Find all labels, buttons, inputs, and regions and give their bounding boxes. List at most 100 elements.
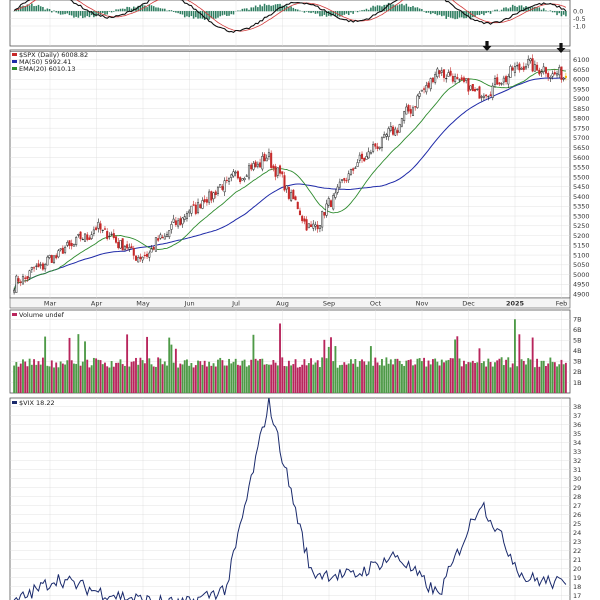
macd-hist-bar: [308, 11, 310, 13]
macd-hist-bar: [137, 5, 139, 12]
macd-hist-bar: [42, 6, 44, 12]
vix-tick-label: 17: [573, 592, 581, 600]
macd-hist-bar: [434, 11, 436, 15]
volume-bar: [15, 362, 18, 393]
candle-body: [212, 192, 215, 200]
candle-body: [152, 246, 155, 250]
candle-body: [161, 237, 164, 239]
macd-hist-bar: [412, 5, 414, 12]
volume-bar: [272, 360, 275, 393]
candle-body: [549, 76, 552, 79]
volume-bar: [443, 362, 445, 393]
price-tick-label: 5150: [573, 242, 590, 250]
volume-bar: [26, 366, 29, 393]
macd-hist-bar: [104, 11, 106, 15]
macd-hist-bar: [565, 11, 567, 17]
volume-bar: [48, 366, 51, 393]
macd-hist-bar: [239, 10, 241, 12]
macd-hist-bar: [226, 11, 228, 16]
candle-body: [276, 167, 279, 176]
macd-hist-bar: [416, 7, 419, 12]
volume-bar: [186, 359, 188, 393]
macd-hist-bar: [77, 11, 80, 18]
volume-bar: [551, 361, 554, 393]
price-tick-label: 5700: [573, 134, 590, 142]
macd-hist-bar: [536, 7, 538, 12]
candle-body: [360, 153, 364, 159]
volume-bar: [274, 362, 277, 393]
candle-body: [97, 221, 100, 229]
vix-tick-label: 37: [573, 412, 581, 420]
candle-body: [214, 191, 217, 196]
volume-bar: [440, 359, 443, 393]
volume-bar: [299, 366, 301, 393]
macd-hist-bar: [542, 8, 545, 12]
volume-bar: [168, 337, 171, 393]
candle-body: [150, 248, 153, 253]
macd-hist-bar: [68, 11, 71, 16]
volume-bar: [509, 367, 512, 393]
volume-bar: [540, 360, 543, 393]
volume-bar: [228, 358, 230, 393]
candle-body: [90, 234, 93, 239]
candle-body: [332, 195, 335, 210]
candle-body: [409, 109, 412, 114]
volume-bar: [480, 362, 483, 393]
vix-tick-label: 29: [573, 484, 581, 492]
volume-bar: [81, 361, 84, 393]
volume-bar: [121, 364, 124, 393]
macd-hist-bar: [496, 9, 498, 12]
candle-body: [445, 78, 448, 80]
candle-body: [296, 201, 299, 210]
volume-bar: [403, 365, 406, 393]
macd-hist-bar: [403, 5, 405, 12]
volume-bar: [389, 359, 392, 393]
candle-body: [46, 256, 49, 266]
candle-body: [383, 134, 386, 139]
candle-body: [134, 255, 138, 261]
macd-hist-bar: [121, 8, 124, 12]
macd-hist-bar: [418, 8, 421, 12]
month-label: 2025: [506, 300, 525, 308]
volume-bar: [68, 337, 71, 393]
candle-body: [61, 247, 64, 254]
macd-hist-bar: [345, 11, 348, 14]
volume-bar: [172, 362, 175, 393]
macd-hist-bar: [545, 10, 547, 12]
legend-swatch: [12, 401, 17, 404]
macd-hist-bar: [157, 7, 159, 12]
volume-bars: [13, 319, 567, 393]
macd-hist-bar: [70, 11, 73, 16]
candle-body: [367, 151, 370, 159]
candle-body: [243, 178, 246, 181]
macd-hist-bar: [509, 7, 512, 12]
macd-hist-bar: [164, 8, 166, 12]
macd-hist-bar: [22, 5, 24, 12]
volume-bar: [392, 364, 394, 393]
candle-body: [336, 186, 339, 193]
candle-body: [247, 165, 251, 179]
volume-bar: [482, 361, 485, 393]
macd-hist-bar: [518, 5, 521, 12]
volume-bar: [97, 359, 100, 393]
macd-hist-bar: [79, 11, 82, 16]
volume-tick-label: 4B: [573, 347, 582, 355]
macd-hist-bar: [183, 11, 186, 18]
macd-hist-bar: [44, 9, 46, 12]
macd-hist-bar: [110, 11, 113, 13]
volume-bar: [143, 363, 146, 393]
macd-hist-bar: [381, 6, 383, 12]
price-tick-label: 5300: [573, 212, 590, 220]
macd-hist-bar: [148, 4, 151, 12]
ema20-line: [13, 68, 566, 291]
volume-bar: [350, 359, 352, 393]
macd-hist-bar: [90, 11, 93, 16]
candle-body: [221, 186, 224, 190]
macd-hist-bar: [454, 11, 456, 20]
macd-hist-bar: [527, 6, 529, 12]
volume-bar: [325, 358, 328, 393]
macd-hist-bar: [296, 9, 299, 12]
candle-body: [303, 218, 306, 222]
volume-bar: [465, 364, 468, 393]
candle-body: [70, 243, 73, 247]
